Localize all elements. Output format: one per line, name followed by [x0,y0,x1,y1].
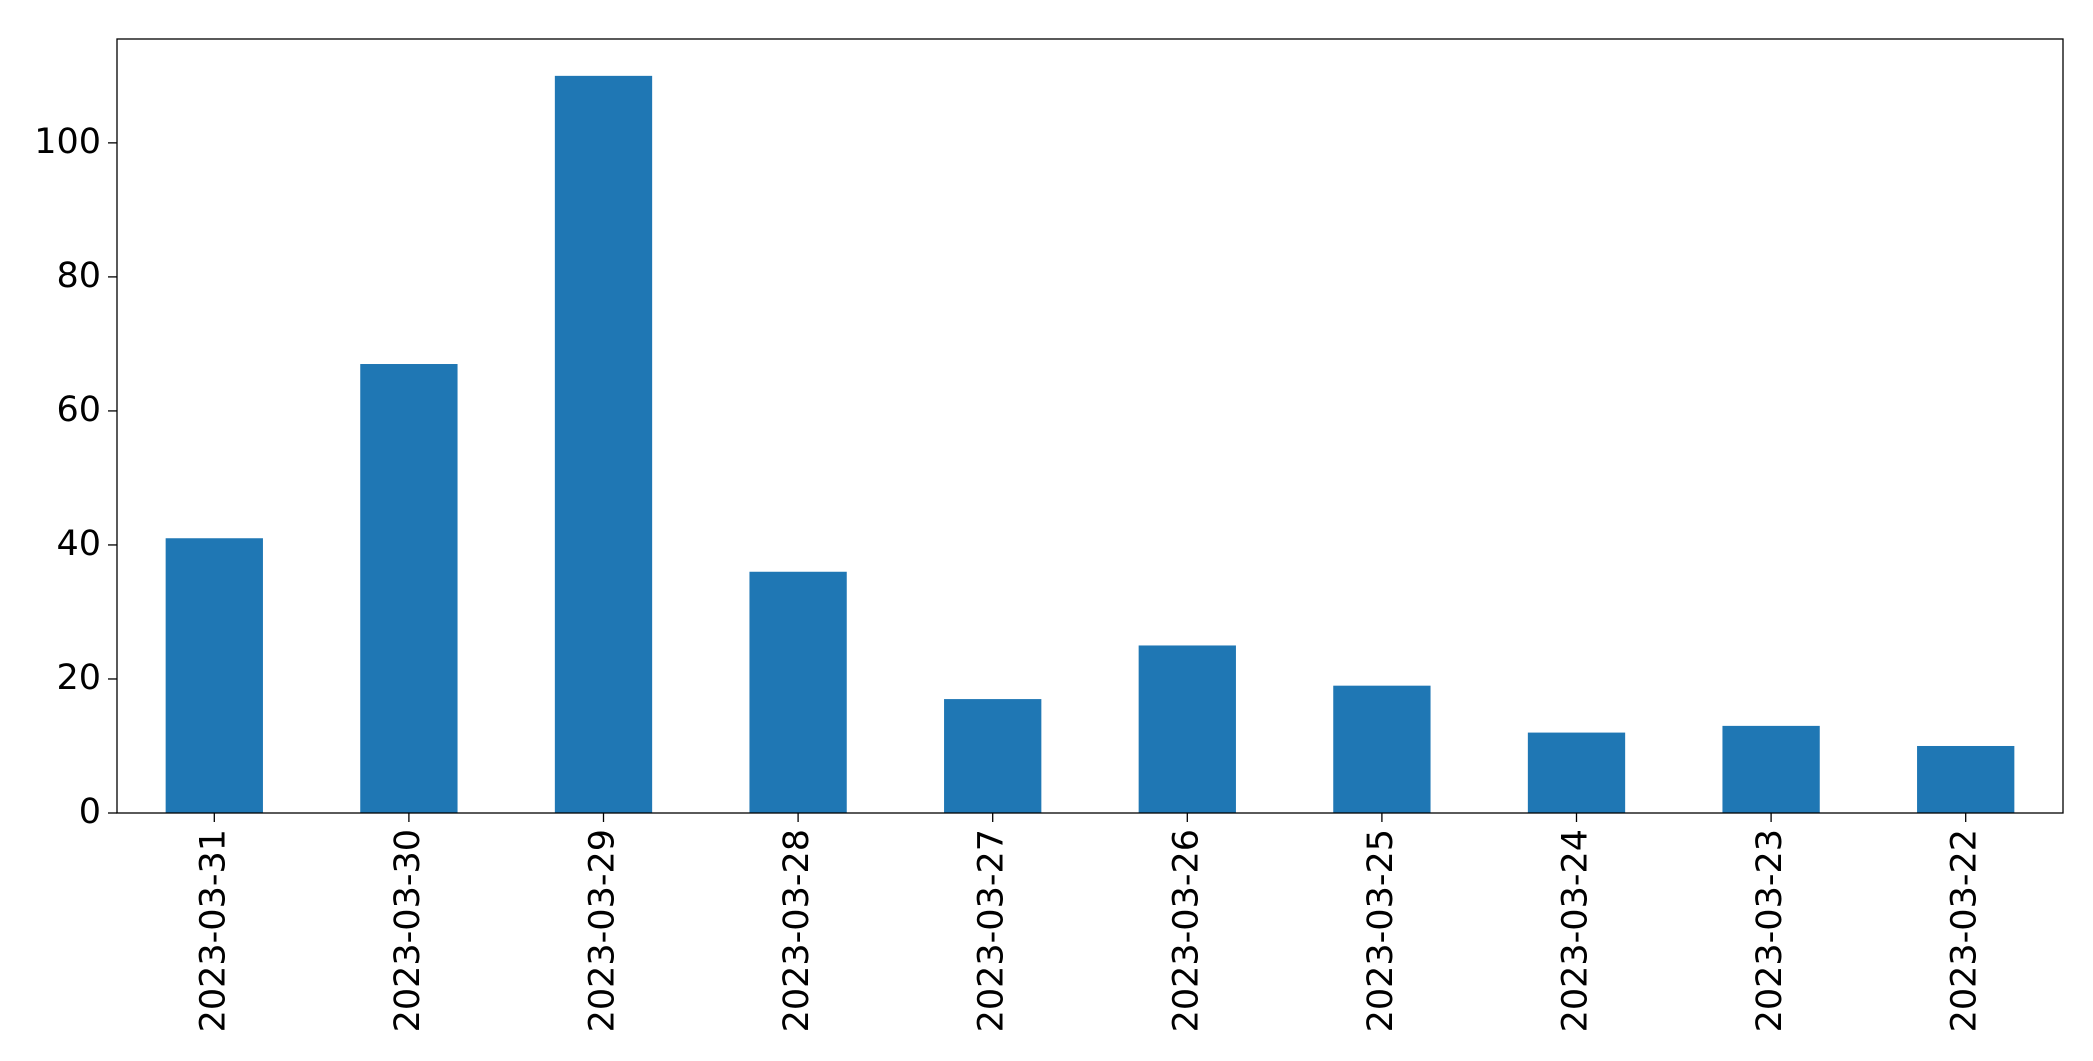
x-tick-label: 2023-03-28 [777,829,817,1032]
x-tick-label: 2023-03-29 [583,829,623,1032]
x-tick-label: 2023-03-27 [972,829,1012,1032]
bar [360,364,458,813]
bar [554,75,653,814]
y-tick-label: 60 [56,390,101,430]
y-tick-label: 100 [34,122,101,162]
bar [1333,685,1431,813]
x-tick-label: 2023-03-26 [1166,829,1206,1032]
x-tick-label: 2023-03-31 [193,829,233,1032]
y-tick-label: 80 [56,256,101,296]
bar [1527,732,1626,813]
bar [1917,745,2015,813]
x-tick-label: 2023-03-23 [1750,829,1790,1032]
y-tick-label: 0 [79,792,101,832]
x-tick-label: 2023-03-24 [1556,829,1596,1032]
bar [1138,645,1236,813]
y-tick-label: 20 [56,658,101,698]
bar [944,699,1042,813]
y-tick-label: 40 [56,524,101,564]
plot-frame [116,38,2064,814]
bar [1722,725,1820,813]
x-tick-label: 2023-03-25 [1361,829,1401,1032]
bar [165,538,263,813]
x-tick-label: 2023-03-30 [388,829,428,1032]
bar [749,571,847,813]
x-tick-label: 2023-03-22 [1945,829,1985,1032]
